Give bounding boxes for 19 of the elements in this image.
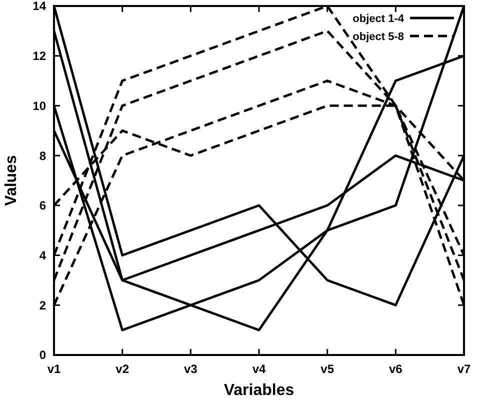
legend-label: object 5-8 [352,31,404,43]
legend-label: object 1-4 [352,13,405,25]
y-tick-label: 14 [32,0,46,14]
y-tick-label: 0 [39,348,46,362]
y-tick-label: 10 [32,98,46,113]
y-tick-label: 4 [39,248,46,262]
x-tick-label: v2 [116,362,130,376]
y-axis-title: Values [3,155,20,206]
x-tick-label: v6 [388,362,403,376]
y-tick-label: 2 [39,298,46,312]
y-tick-label: 12 [32,49,46,64]
x-tick-label: v1 [47,362,61,376]
y-tick-label: 6 [39,198,46,213]
x-tick-label: v7 [457,362,471,376]
y-tick-label: 8 [39,148,46,163]
x-axis-title: Variables [224,382,294,399]
x-tick-label: v4 [252,362,266,376]
x-tick-label: v3 [184,362,198,376]
x-tick-label: v5 [320,362,334,376]
